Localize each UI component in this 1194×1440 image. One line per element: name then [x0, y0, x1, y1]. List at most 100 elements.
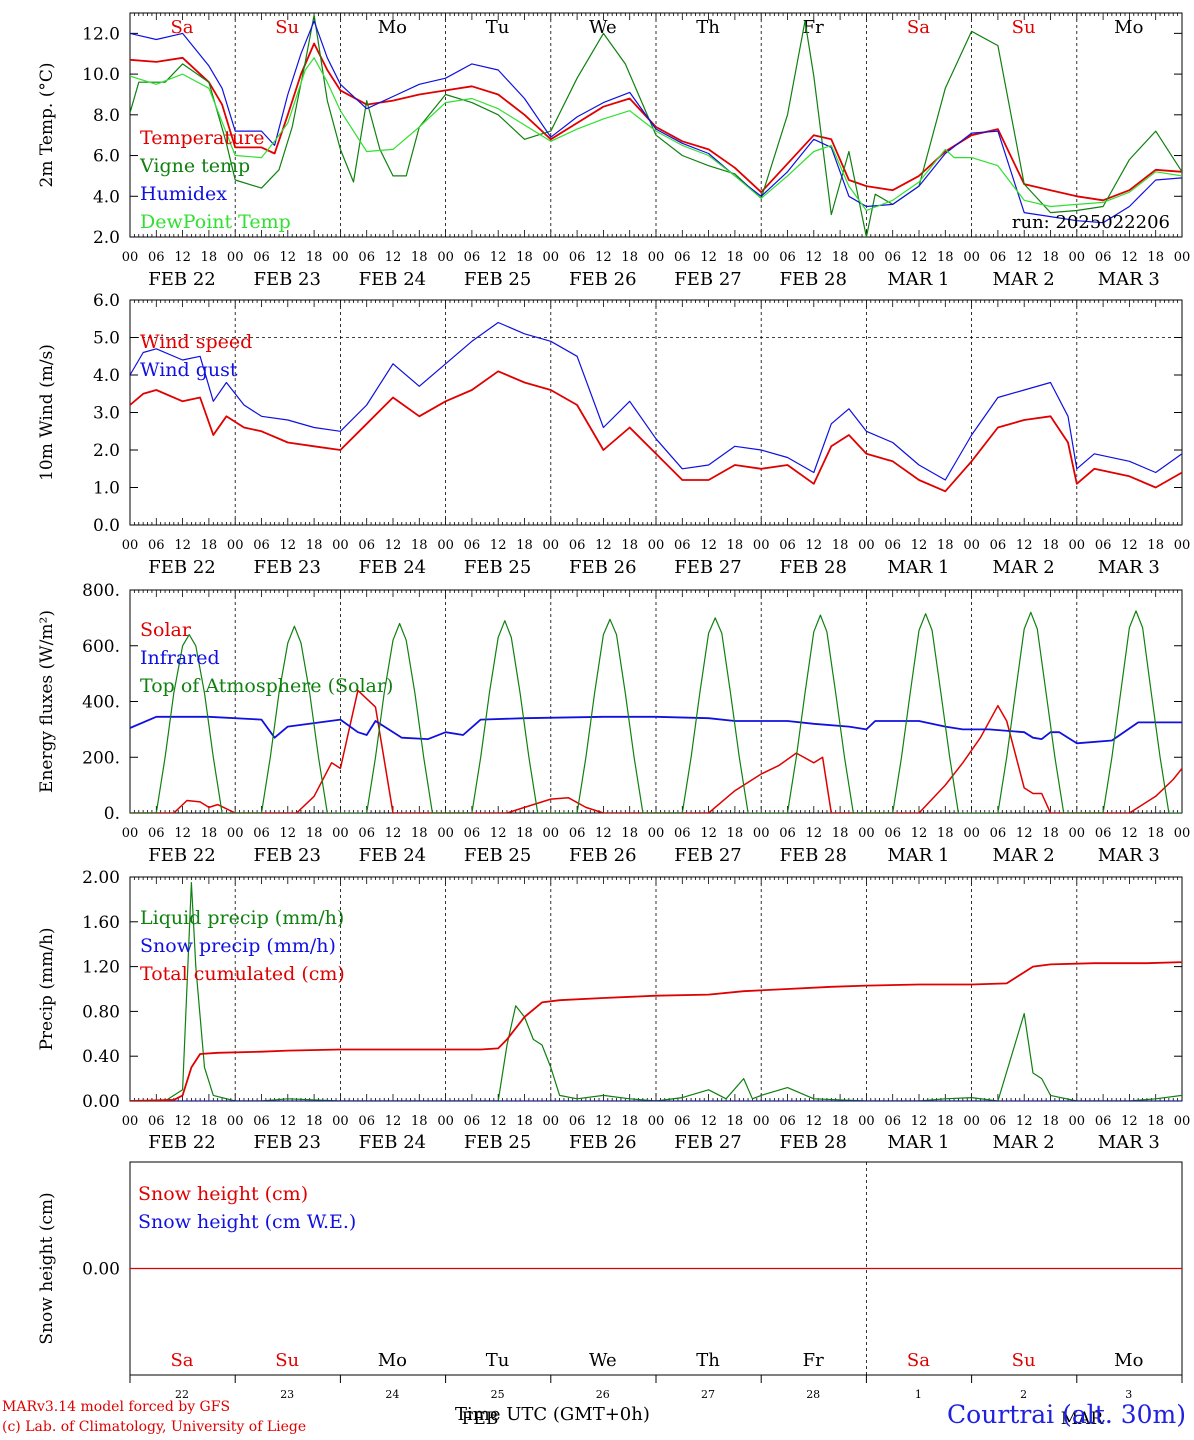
hour-tick-label: 06	[990, 538, 1007, 553]
date-label: FEB 26	[569, 557, 636, 578]
y-tick-label: 1.0	[93, 479, 120, 499]
hour-tick-label: 00	[1069, 1114, 1086, 1129]
hour-tick-label: 06	[464, 250, 481, 265]
hour-tick-label: 12	[1121, 826, 1138, 841]
hour-tick-label: 12	[280, 538, 297, 553]
hour-tick-label: 00	[858, 250, 875, 265]
month-label-mar: MAR	[1061, 1409, 1105, 1429]
series-line	[130, 882, 1182, 1101]
hour-tick-label: 00	[437, 250, 454, 265]
hour-tick-label: 18	[1147, 1114, 1164, 1129]
hour-tick-label: 18	[832, 1114, 849, 1129]
hour-tick-label: 06	[779, 1114, 796, 1129]
hour-tick-label: 00	[332, 538, 349, 553]
hour-tick-label: 00	[963, 250, 980, 265]
hour-tick-label: 06	[464, 538, 481, 553]
hour-tick-label: 18	[727, 538, 744, 553]
y-tick-label: 10.0	[82, 65, 120, 85]
hour-tick-label: 18	[937, 538, 954, 553]
hour-tick-label: 06	[253, 250, 270, 265]
day-number-label: 26	[596, 1388, 610, 1401]
x-axis-label: Time UTC (GMT+0h)	[455, 1404, 650, 1425]
weekday-label: Tu	[486, 17, 510, 38]
hour-tick-label: 18	[516, 538, 533, 553]
hour-tick-label: 12	[700, 250, 717, 265]
plot-frame-temp	[129, 12, 1183, 238]
month-label-feb: FEB	[462, 1409, 499, 1429]
hour-tick-label: 12	[1121, 250, 1138, 265]
date-label: FEB 27	[674, 557, 741, 578]
weekday-label: Sa	[170, 17, 193, 38]
hour-tick-label: 12	[806, 1114, 823, 1129]
hour-tick-label: 12	[806, 538, 823, 553]
hour-tick-label: 12	[911, 538, 928, 553]
y-tick-label: 1.20	[82, 958, 120, 978]
hour-tick-label: 18	[1042, 250, 1059, 265]
y-tick-label: 6.0	[93, 291, 120, 311]
station-name: Courtrai (alt. 30m)	[947, 1400, 1186, 1429]
hour-tick-label: 06	[253, 538, 270, 553]
hour-tick-label: 06	[1095, 250, 1112, 265]
legend-entry: Humidex	[140, 183, 227, 205]
hour-tick-label: 12	[174, 826, 191, 841]
y-axis-label: Snow height (cm)	[37, 1192, 57, 1344]
date-label: FEB 27	[674, 1132, 741, 1153]
hour-tick-label: 18	[1042, 826, 1059, 841]
y-tick-label: 0.	[104, 804, 120, 824]
date-label: FEB 27	[674, 845, 741, 866]
day-number-label: 23	[280, 1388, 294, 1401]
y-tick-label: 2.00	[82, 868, 120, 888]
hour-tick-label: 12	[1016, 1114, 1033, 1129]
series-line	[130, 715, 1182, 745]
hour-tick-label: 18	[832, 250, 849, 265]
hour-tick-label: 06	[148, 250, 165, 265]
hour-tick-label: 12	[174, 250, 191, 265]
hour-tick-label: 00	[1069, 250, 1086, 265]
date-label: FEB 26	[569, 845, 636, 866]
weekday-label: Mo	[1114, 1350, 1143, 1371]
series-line	[130, 961, 1182, 1101]
day-number-label: 27	[701, 1388, 715, 1401]
lab-credit: (c) Lab. of Climatology, University of L…	[2, 1419, 307, 1435]
y-tick-label: 0.40	[82, 1047, 120, 1067]
hour-tick-label: 12	[385, 1114, 402, 1129]
hour-tick-label: 00	[227, 1114, 244, 1129]
hour-tick-label: 00	[1069, 826, 1086, 841]
date-label: FEB 26	[569, 1132, 636, 1153]
hour-tick-label: 12	[595, 250, 612, 265]
hour-tick-label: 12	[911, 826, 928, 841]
hour-tick-label: 00	[1174, 826, 1191, 841]
hour-tick-label: 00	[648, 250, 665, 265]
date-label: MAR 1	[887, 1132, 949, 1153]
date-label: FEB 22	[148, 845, 215, 866]
hour-tick-label: 12	[1121, 1114, 1138, 1129]
legend-entry: Liquid precip (mm/h)	[140, 907, 344, 929]
hour-tick-label: 06	[1095, 538, 1112, 553]
hour-tick-label: 00	[858, 1114, 875, 1129]
date-label: MAR 1	[887, 557, 949, 578]
hour-tick-label: 06	[569, 826, 586, 841]
weekday-label: We	[589, 1350, 617, 1371]
day-number-label: 24	[385, 1388, 399, 1401]
date-label: MAR 2	[993, 269, 1055, 290]
hour-tick-label: 00	[648, 826, 665, 841]
date-label: FEB 24	[359, 557, 426, 578]
weekday-label: Su	[1012, 1350, 1036, 1371]
y-tick-label: 6.0	[93, 147, 120, 167]
legend-entry: DewPoint Temp	[140, 211, 291, 233]
legend-entry: Top of Atmosphere (Solar)	[140, 675, 393, 697]
legend-entry: Vigne temp	[139, 155, 250, 177]
weekday-label: Sa	[907, 1350, 930, 1371]
legend-entry: Wind speed	[140, 331, 252, 353]
date-label: FEB 25	[464, 557, 531, 578]
hour-tick-label: 12	[1016, 250, 1033, 265]
hour-tick-label: 00	[543, 250, 560, 265]
hour-tick-label: 06	[779, 826, 796, 841]
weekday-label: We	[589, 17, 617, 38]
y-tick-label: 2.0	[93, 441, 120, 461]
date-label: FEB 28	[779, 1132, 846, 1153]
hour-tick-label: 06	[569, 538, 586, 553]
hour-tick-label: 18	[937, 826, 954, 841]
hour-tick-label: 00	[1174, 1114, 1191, 1129]
